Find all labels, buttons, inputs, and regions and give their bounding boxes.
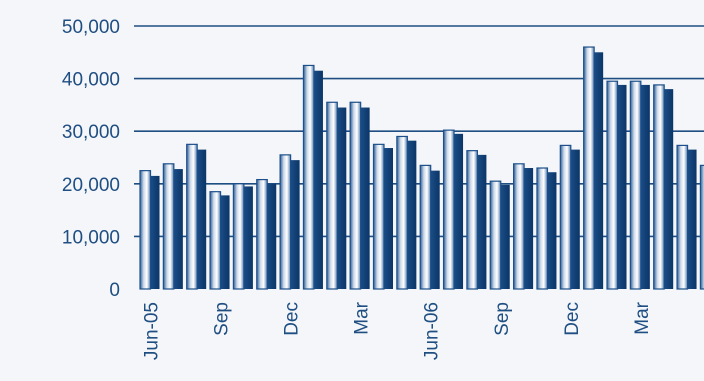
bar-dark (384, 148, 393, 289)
bar-dark (477, 154, 487, 289)
x-tick-label: Jun-06 (422, 302, 443, 360)
x-tick-label: Jun-05 (142, 302, 163, 360)
bar-light (536, 167, 549, 290)
bar-dark (267, 183, 277, 289)
y-tick-label: 10,000 (62, 227, 120, 248)
bar-light (606, 80, 619, 290)
bar-dark (173, 169, 183, 289)
bar-light (442, 129, 455, 290)
y-tick-label: 50,000 (62, 17, 120, 38)
x-tick-label: Jun-07 (702, 302, 704, 360)
y-tick-label: 30,000 (62, 122, 120, 143)
bar-light (279, 154, 292, 290)
bar-dark (407, 140, 417, 289)
bar-light (372, 143, 385, 290)
bar-light (209, 191, 222, 290)
y-tick-label: 40,000 (62, 70, 120, 91)
bar-dark (570, 149, 580, 289)
bar-dark (687, 149, 697, 289)
bar-light (419, 164, 432, 290)
bar-light (466, 150, 478, 290)
x-tick-label: Sep (212, 302, 233, 336)
bar-light (396, 135, 408, 290)
x-tick-label: Mar (632, 301, 653, 334)
bar-light (699, 164, 704, 290)
bar-light (629, 80, 642, 290)
bar-light (139, 170, 152, 290)
bar-dark (640, 84, 650, 289)
bar-dark (220, 195, 230, 289)
x-tick-label: Sep (492, 302, 513, 336)
bar-light (326, 101, 338, 290)
bar-dark (243, 186, 253, 289)
bar-dark (360, 107, 370, 289)
bar-dark (290, 160, 300, 289)
bar-dark (547, 172, 557, 289)
bar-dark (337, 107, 347, 289)
x-tick-label: Mar (352, 301, 373, 334)
y-tick-label: 0 (109, 280, 120, 301)
bar-dark (313, 70, 323, 290)
bar-dark (430, 170, 440, 289)
bar-light (162, 163, 175, 290)
bar-light (512, 163, 525, 290)
bar-light (676, 144, 689, 290)
bar-dark (617, 84, 627, 289)
bar-light (489, 180, 502, 290)
bar-dark (664, 89, 674, 290)
bar-dark (500, 184, 510, 289)
bar-light (256, 178, 268, 290)
x-tick-label: Dec (562, 302, 583, 336)
bar-light (349, 101, 362, 290)
y-tick-label: 20,000 (62, 175, 120, 196)
bar-light (583, 46, 595, 290)
bar-dark (454, 133, 464, 289)
bar-light (559, 144, 572, 290)
bar-light (186, 143, 198, 290)
bar-light (232, 183, 245, 290)
x-tick-label: Dec (282, 302, 303, 336)
bar-dark (524, 168, 534, 289)
bar-dark (197, 149, 207, 289)
bar-dark (150, 175, 160, 289)
bar-light (302, 64, 315, 290)
bar-dark (594, 52, 604, 289)
bar-light (653, 84, 665, 290)
